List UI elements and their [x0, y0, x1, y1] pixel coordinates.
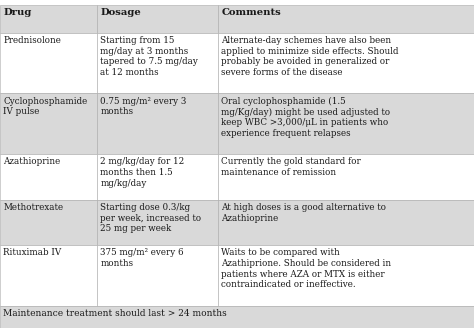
Bar	[0, 5, 97, 32]
Bar	[0, 306, 474, 328]
Bar	[218, 93, 474, 154]
Text: Azathioprine: Azathioprine	[3, 157, 61, 166]
Text: 375 mg/m² every 6
months: 375 mg/m² every 6 months	[100, 248, 184, 268]
Bar	[97, 32, 218, 93]
Text: Cyclophosphamide
IV pulse: Cyclophosphamide IV pulse	[3, 97, 88, 116]
Bar	[218, 245, 474, 306]
Text: At high doses is a good alternative to
Azathioprine: At high doses is a good alternative to A…	[221, 203, 386, 223]
Text: Starting dose 0.3/kg
per week, increased to
25 mg per week: Starting dose 0.3/kg per week, increased…	[100, 203, 201, 233]
Text: Currently the gold standard for
maintenance of remission: Currently the gold standard for maintena…	[221, 157, 361, 177]
Text: 2 mg/kg/day for 12
months then 1.5
mg/kg/day: 2 mg/kg/day for 12 months then 1.5 mg/kg…	[100, 157, 185, 188]
Bar	[218, 5, 474, 32]
Text: Waits to be compared with
Azathiprione. Should be considered in
patients where A: Waits to be compared with Azathiprione. …	[221, 248, 392, 289]
Text: Comments: Comments	[221, 8, 281, 17]
Bar	[218, 199, 474, 245]
Bar	[97, 5, 218, 32]
Bar	[0, 199, 97, 245]
Text: Drug: Drug	[3, 8, 32, 17]
Bar	[218, 154, 474, 199]
Bar	[218, 32, 474, 93]
Text: Alternate-day schemes have also been
applied to minimize side effects. Should
pr: Alternate-day schemes have also been app…	[221, 36, 399, 77]
Bar	[97, 199, 218, 245]
Bar	[0, 245, 97, 306]
Bar	[97, 154, 218, 199]
Text: Starting from 15
mg/day at 3 months
tapered to 7.5 mg/day
at 12 months: Starting from 15 mg/day at 3 months tape…	[100, 36, 198, 77]
Text: Dosage: Dosage	[100, 8, 141, 17]
Bar	[0, 154, 97, 199]
Text: Methotrexate: Methotrexate	[3, 203, 64, 212]
Text: Rituximab IV: Rituximab IV	[3, 248, 62, 257]
Text: Maintenance treatment should last > 24 months: Maintenance treatment should last > 24 m…	[3, 309, 227, 318]
Bar	[0, 32, 97, 93]
Text: Prednisolone: Prednisolone	[3, 36, 61, 45]
Text: 0.75 mg/m² every 3
months: 0.75 mg/m² every 3 months	[100, 97, 187, 116]
Bar	[97, 93, 218, 154]
Bar	[0, 93, 97, 154]
Text: Oral cyclophosphamide (1.5
mg/Kg/day) might be used adjusted to
keep WBC >3,000/: Oral cyclophosphamide (1.5 mg/Kg/day) mi…	[221, 97, 391, 138]
Bar	[97, 245, 218, 306]
